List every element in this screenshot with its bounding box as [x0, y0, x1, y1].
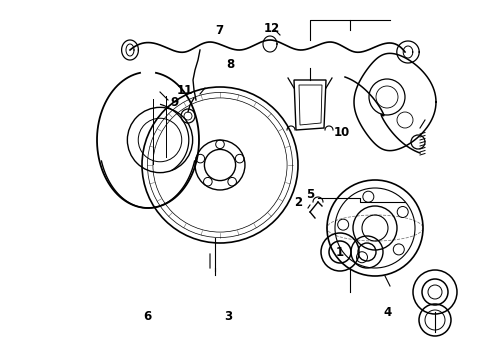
Text: 10: 10	[334, 126, 350, 139]
Text: 11: 11	[177, 84, 193, 96]
Text: 5: 5	[306, 189, 314, 202]
Text: 4: 4	[384, 306, 392, 319]
Text: 7: 7	[215, 23, 223, 36]
Text: 9: 9	[170, 95, 178, 108]
Text: 3: 3	[224, 310, 232, 323]
Text: 1: 1	[336, 246, 344, 258]
Text: 12: 12	[264, 22, 280, 35]
Text: 8: 8	[226, 58, 234, 71]
Text: 6: 6	[143, 310, 151, 323]
Text: 2: 2	[294, 195, 302, 208]
